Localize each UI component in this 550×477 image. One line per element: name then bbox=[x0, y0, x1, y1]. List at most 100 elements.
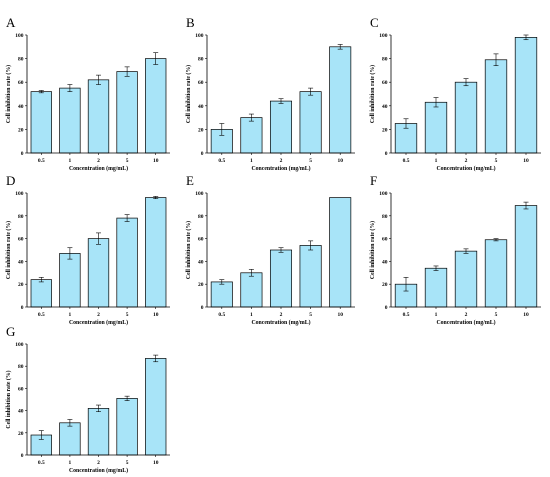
y-tick-label: 0 bbox=[201, 305, 204, 311]
x-tick-label: 0.5 bbox=[38, 158, 45, 164]
y-tick-label: 100 bbox=[195, 191, 204, 197]
error-bar bbox=[153, 52, 159, 65]
bar bbox=[240, 117, 263, 154]
error-bar bbox=[308, 87, 314, 96]
y-tick-label: 40 bbox=[18, 259, 24, 265]
error-bar bbox=[124, 66, 130, 77]
x-tick-label: 10 bbox=[337, 158, 343, 164]
x-tick-label: 2 bbox=[97, 312, 100, 318]
bar bbox=[329, 46, 352, 154]
bar bbox=[454, 250, 478, 308]
x-tick-label: 2 bbox=[280, 312, 283, 318]
bar bbox=[59, 422, 81, 456]
y-tick-label: 100 bbox=[195, 33, 204, 39]
x-tick-label: 0.5 bbox=[218, 312, 225, 318]
error-bar bbox=[248, 113, 254, 122]
y-tick-label: 20 bbox=[18, 431, 24, 437]
y-axis-title: Cell inhibition rate (%) bbox=[369, 65, 376, 123]
y-tick-label: 80 bbox=[198, 57, 204, 63]
y-tick-label: 80 bbox=[382, 214, 388, 220]
bar bbox=[30, 279, 52, 308]
bar bbox=[59, 87, 81, 154]
y-tick-label: 100 bbox=[15, 33, 24, 39]
x-tick-label: 2 bbox=[97, 158, 100, 164]
error-bar bbox=[403, 118, 409, 129]
error-bar bbox=[463, 248, 469, 254]
x-axis-title: Concentration (mg/mL) bbox=[69, 165, 128, 172]
error-bar bbox=[153, 354, 159, 363]
y-tick-label: 0 bbox=[21, 453, 24, 459]
y-tick-label: 40 bbox=[198, 259, 204, 265]
y-axis-title: Cell inhibition rate (%) bbox=[5, 65, 12, 123]
bar bbox=[145, 358, 167, 456]
x-tick-label: 10 bbox=[153, 460, 159, 466]
x-axis-title: Concentration (mg/mL) bbox=[69, 319, 128, 326]
error-bar bbox=[153, 196, 159, 199]
y-tick-label: 80 bbox=[18, 57, 24, 63]
y-tick-label: 20 bbox=[198, 282, 204, 288]
error-bar bbox=[67, 84, 73, 92]
error-bar bbox=[493, 53, 499, 66]
error-bar bbox=[38, 277, 44, 283]
bar bbox=[424, 101, 448, 154]
bar bbox=[59, 253, 81, 308]
y-tick-label: 0 bbox=[385, 151, 388, 157]
x-tick-label: 10 bbox=[153, 312, 159, 318]
x-tick-label: 10 bbox=[523, 158, 529, 164]
x-tick-label: 0.5 bbox=[218, 158, 225, 164]
x-tick-label: 1 bbox=[69, 312, 72, 318]
x-tick-label: 1 bbox=[69, 158, 72, 164]
bar bbox=[329, 197, 352, 308]
y-tick-label: 60 bbox=[18, 237, 24, 243]
y-tick-label: 60 bbox=[18, 386, 24, 392]
y-tick-label: 20 bbox=[18, 127, 24, 133]
error-bar bbox=[219, 279, 225, 285]
bar bbox=[514, 205, 538, 308]
y-tick-label: 0 bbox=[21, 151, 24, 157]
x-tick-label: 5 bbox=[309, 158, 312, 164]
x-tick-label: 1 bbox=[250, 312, 253, 318]
panel-letter: B bbox=[186, 15, 195, 30]
y-tick-label: 0 bbox=[21, 305, 24, 311]
y-tick-label: 20 bbox=[382, 127, 388, 133]
y-tick-label: 80 bbox=[18, 364, 24, 370]
y-tick-label: 100 bbox=[379, 33, 388, 39]
panel-letter: D bbox=[6, 173, 15, 188]
bar bbox=[269, 249, 293, 308]
y-axis-title: Cell inhibition rate (%) bbox=[5, 221, 12, 279]
error-bar bbox=[463, 78, 469, 87]
bar bbox=[424, 267, 448, 308]
bar bbox=[484, 59, 508, 154]
y-tick-label: 60 bbox=[198, 237, 204, 243]
x-tick-label: 0.5 bbox=[38, 460, 45, 466]
y-axis-title: Cell inhibition rate (%) bbox=[369, 221, 376, 279]
y-tick-label: 40 bbox=[382, 104, 388, 110]
x-tick-label: 2 bbox=[97, 460, 100, 466]
bar bbox=[87, 408, 110, 456]
bar bbox=[210, 281, 233, 308]
bar bbox=[116, 71, 138, 154]
panel-letter: G bbox=[6, 324, 15, 339]
y-tick-label: 20 bbox=[198, 127, 204, 133]
y-tick-label: 40 bbox=[198, 104, 204, 110]
bar bbox=[514, 37, 538, 154]
x-tick-label: 5 bbox=[309, 312, 312, 318]
error-bar bbox=[96, 404, 101, 413]
x-tick-label: 5 bbox=[495, 312, 498, 318]
error-bar bbox=[278, 247, 284, 253]
y-tick-label: 80 bbox=[198, 214, 204, 220]
y-tick-label: 80 bbox=[18, 214, 24, 220]
y-tick-label: 100 bbox=[379, 191, 388, 197]
error-bar bbox=[493, 238, 499, 242]
y-tick-label: 20 bbox=[18, 282, 24, 288]
error-bar bbox=[96, 74, 101, 85]
y-axis-title: Cell inhibition rate (%) bbox=[5, 370, 12, 428]
panel-letter: F bbox=[370, 173, 377, 188]
error-bar bbox=[433, 265, 439, 271]
bar bbox=[299, 245, 322, 308]
x-tick-label: 0.5 bbox=[38, 312, 45, 318]
